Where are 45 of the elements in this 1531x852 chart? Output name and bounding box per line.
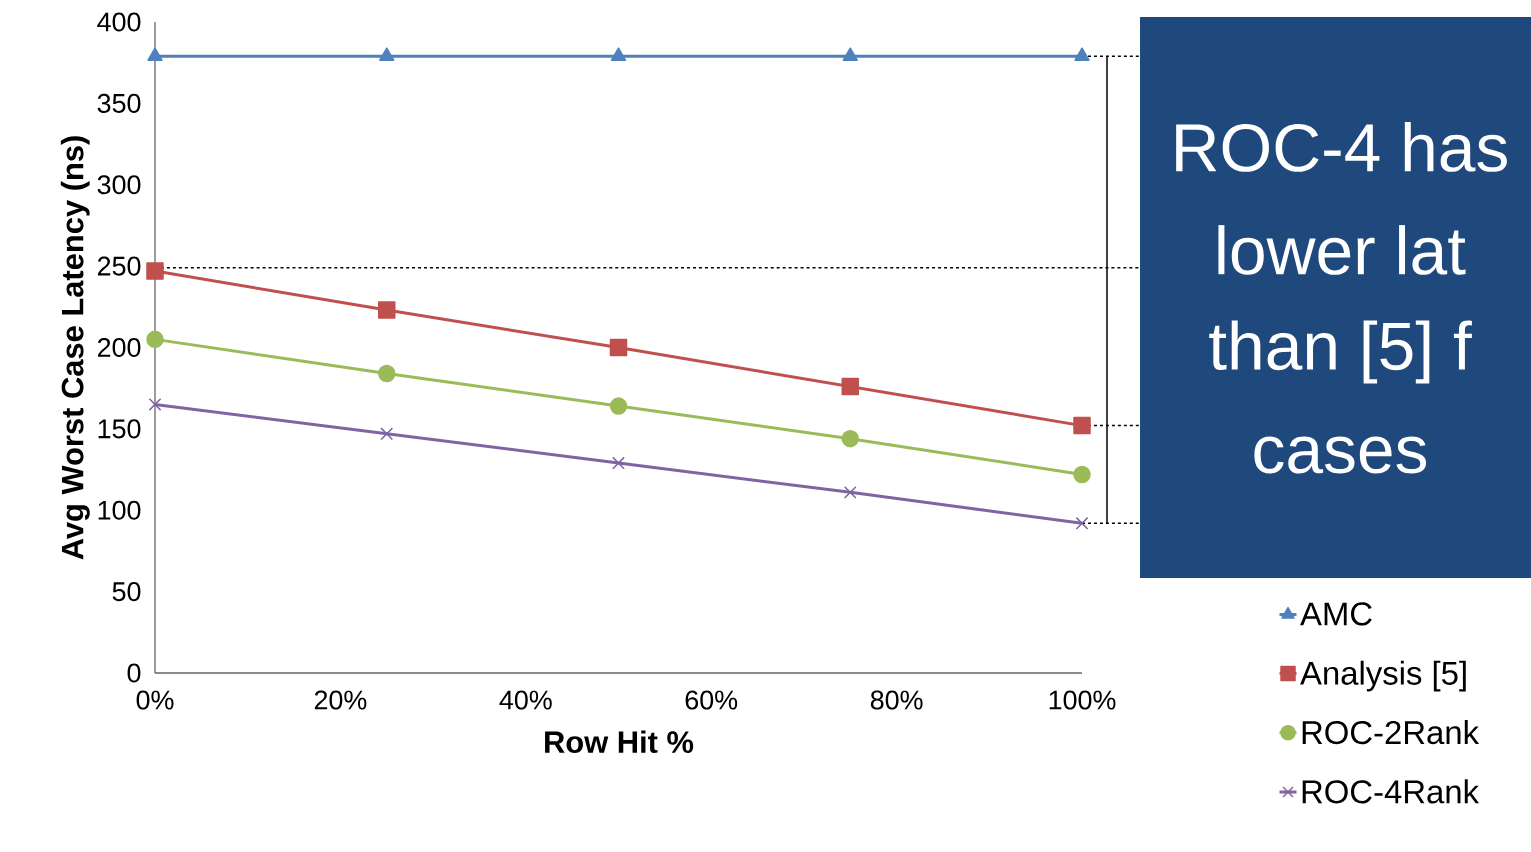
point xyxy=(379,47,395,61)
text: than [5] f xyxy=(1209,320,1472,384)
point xyxy=(1074,47,1090,61)
legend-label: ROC-2Rank xyxy=(1302,720,1480,745)
point xyxy=(146,330,164,349)
x-tick-label: 60% xyxy=(685,690,738,710)
point xyxy=(1075,516,1089,530)
point xyxy=(842,47,858,61)
point xyxy=(148,398,162,411)
y-tick-label: 300 xyxy=(97,175,141,195)
y-tick-label: 0 xyxy=(127,663,141,683)
point xyxy=(147,47,163,61)
point xyxy=(843,485,857,499)
point xyxy=(609,338,628,357)
legend-label: AMC xyxy=(1300,602,1372,626)
text: lower lat xyxy=(1218,225,1466,275)
legend-label: ROC-4Rank xyxy=(1302,779,1480,804)
point xyxy=(610,47,627,61)
text: ROC-4 has xyxy=(1176,122,1507,172)
point xyxy=(841,429,860,448)
x-tick-label: 20% xyxy=(314,690,367,710)
x-tick-label: 80% xyxy=(870,690,923,710)
y-axis-title: Avg Worst Case Latency (ns) xyxy=(60,136,90,560)
y-tick-label: 350 xyxy=(97,93,141,113)
y-tick-label: 150 xyxy=(98,419,141,439)
point xyxy=(146,262,164,280)
x-tick-label: 0% xyxy=(136,690,174,710)
point xyxy=(1073,465,1091,484)
point xyxy=(841,377,860,396)
y-tick-label: 400 xyxy=(97,12,141,32)
text: cases xyxy=(1254,436,1427,474)
point xyxy=(378,364,396,383)
x-tick-label: 100% xyxy=(1049,690,1116,710)
point xyxy=(612,456,625,470)
x-axis-title: Row Hit % xyxy=(545,730,694,754)
point xyxy=(380,427,394,441)
point xyxy=(609,397,628,415)
y-tick-label: 200 xyxy=(97,337,141,358)
y-tick-label: 100 xyxy=(98,500,141,520)
y-tick-label: 250 xyxy=(97,256,141,276)
point xyxy=(378,301,396,319)
legend-label: Analysis [5] xyxy=(1300,660,1466,692)
point xyxy=(1073,416,1091,435)
x-tick-label: 40% xyxy=(499,690,552,710)
y-tick-label: 50 xyxy=(112,582,141,602)
